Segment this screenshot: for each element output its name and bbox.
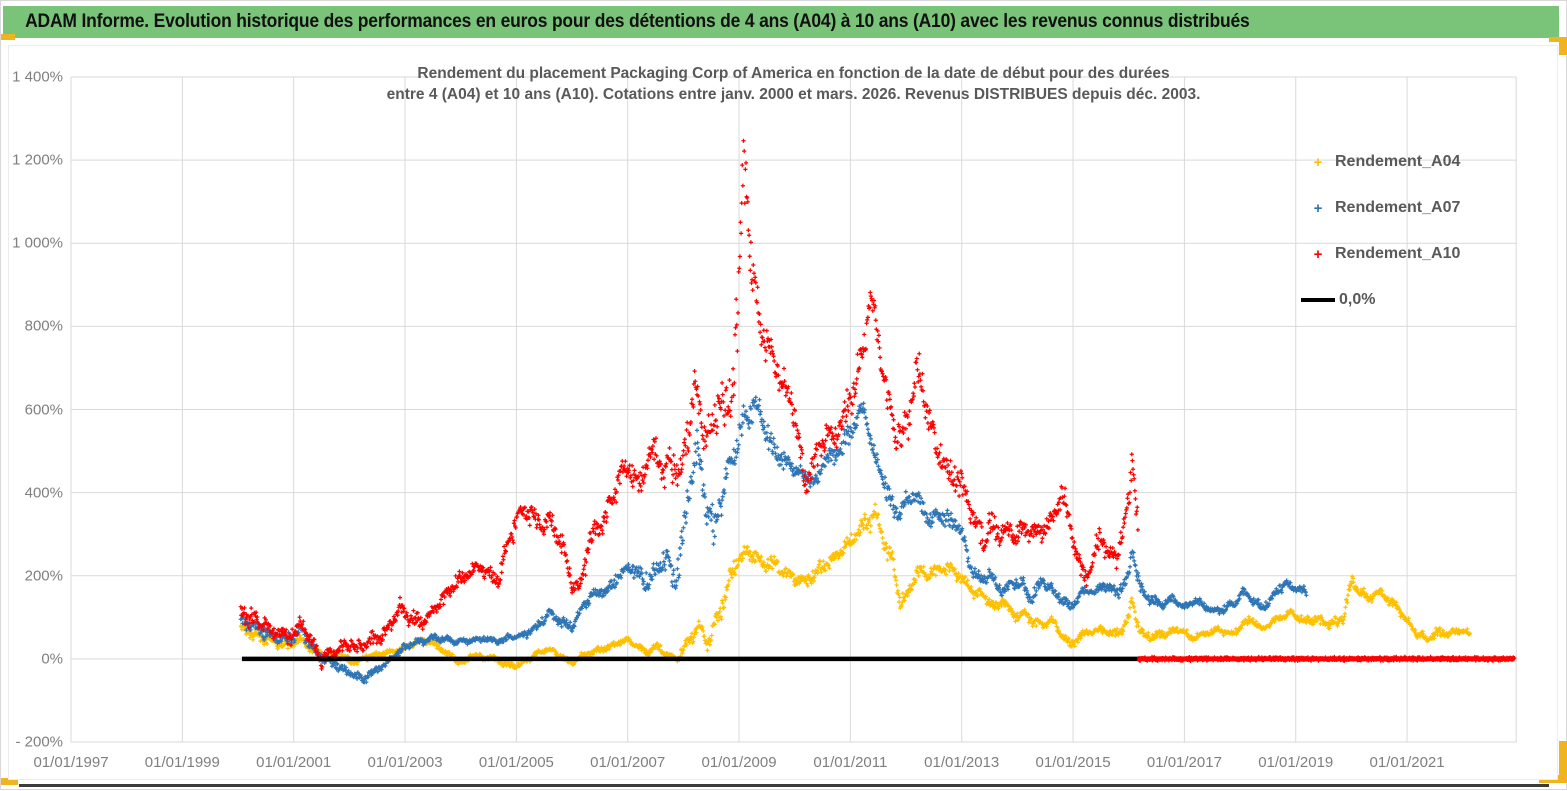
selection-handle-top-right-v[interactable] (1559, 37, 1567, 55)
y-tick-label: 800% (24, 317, 63, 335)
x-tick-label: 01/01/2015 (1035, 754, 1111, 771)
legend-item-a10[interactable]: + Rendement_A10 (1301, 239, 1511, 269)
selection-handle-top-left[interactable] (1, 34, 15, 40)
legend-label-zero: 0,0% (1339, 291, 1376, 308)
x-tick-label: 01/01/2019 (1258, 754, 1334, 771)
x-tick-label: 01/01/2017 (1146, 754, 1222, 771)
y-tick-label: 400% (24, 484, 63, 502)
y-tick-label: 1 000% (12, 234, 63, 252)
y-tick-label: 600% (24, 401, 63, 418)
zero-line-swatch-icon (1301, 298, 1335, 302)
selection-handle-bottom-right-v[interactable] (1559, 741, 1567, 783)
x-tick-label: 01/01/2009 (701, 754, 777, 771)
legend-label-a07: Rendement_A07 (1335, 199, 1461, 216)
x-tick-label: 01/01/1999 (144, 754, 220, 771)
header-bar: ADAM Informe. Evolution historique des p… (3, 6, 1559, 38)
x-tick-label: 01/01/2001 (256, 754, 332, 771)
selection-handle-top-right-h[interactable] (1549, 37, 1567, 42)
plus-marker-icon: + (1313, 199, 1323, 217)
chart-title: Rendement du placement Packaging Corp of… (71, 63, 1516, 105)
legend-item-zero-line[interactable]: 0,0% (1301, 285, 1511, 315)
chart-title-line1: Rendement du placement Packaging Corp of… (417, 65, 1170, 82)
x-tick-label: 01/01/2005 (478, 754, 554, 771)
chart-title-line2: entre 4 (A04) et 10 ans (A10). Cotations… (386, 86, 1201, 103)
legend-item-a04[interactable]: + Rendement_A04 (1301, 147, 1511, 177)
plus-marker-icon: + (1313, 153, 1323, 171)
legend-item-a07[interactable]: + Rendement_A07 (1301, 193, 1511, 223)
x-tick-label: 01/01/2011 (813, 754, 888, 771)
y-tick-label: 0% (41, 650, 63, 668)
legend-label-a10: Rendement_A10 (1335, 245, 1461, 262)
selection-handle-bottom-left[interactable] (1, 778, 18, 785)
y-tick-label: 1 400% (12, 68, 63, 86)
x-tick-label: 01/01/2021 (1369, 754, 1445, 771)
x-tick-label: 01/01/1997 (33, 754, 109, 771)
bottom-border-line (19, 784, 1549, 787)
y-tick-label: 200% (24, 567, 63, 585)
legend[interactable]: + Rendement_A04 + Rendement_A07 + Rendem… (1301, 147, 1511, 331)
x-tick-label: 01/01/2013 (924, 754, 1000, 771)
y-tick-label: - 200% (15, 733, 63, 751)
x-tick-label: 01/01/2007 (590, 754, 666, 771)
page-title: ADAM Informe. Evolution historique des p… (25, 11, 1250, 32)
plus-marker-icon: + (1313, 245, 1323, 263)
x-tick-label: 01/01/2003 (367, 754, 443, 771)
y-tick-label: 1 200% (12, 151, 63, 169)
legend-label-a04: Rendement_A04 (1335, 153, 1461, 170)
